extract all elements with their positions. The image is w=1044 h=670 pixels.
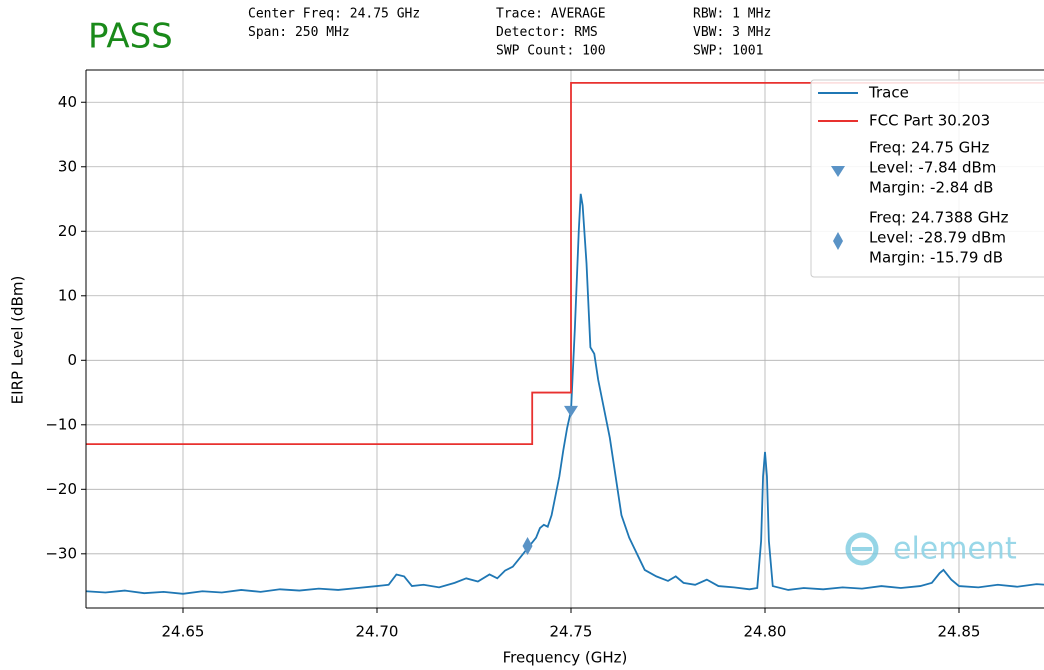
y-tick-label: 0 [67,351,77,369]
y-tick-label: 10 [58,286,77,304]
legend-label: Freq: 24.75 GHz [869,139,990,157]
legend-label: Freq: 24.7388 GHz [869,209,1009,227]
y-tick-label: 30 [58,157,77,175]
info-text: SWP: 1001 [693,44,763,59]
series-line [86,82,1044,446]
legend-label: Trace [868,84,909,102]
info-text: SWP Count: 100 [496,44,606,59]
info-text: Trace: AVERAGE [496,7,606,22]
info-text: RBW: 1 MHz [693,7,771,22]
info-text: VBW: 3 MHz [693,25,771,40]
legend-label: Level: -7.84 dBm [869,159,996,177]
x-tick-label: 24.65 [162,623,205,641]
plot-area: element [86,70,1044,608]
info-text: Center Freq: 24.75 GHz [248,7,420,22]
legend-label: Level: -28.79 dBm [869,229,1006,247]
y-tick-label: 40 [58,93,77,111]
y-tick-label: −30 [45,544,77,562]
x-tick-label: 24.85 [938,623,981,641]
info-text: Detector: RMS [496,25,598,40]
status: PASS [88,17,173,57]
x-tick-label: 24.80 [744,623,787,641]
marker [564,405,578,417]
watermark: element [893,532,1017,567]
legend-label: Margin: -15.79 dB [869,249,1003,267]
marker [522,537,533,556]
legend-label: FCC Part 30.203 [869,112,990,130]
y-tick-label: −10 [45,415,77,433]
info-text: Span: 250 MHz [248,25,350,40]
y-tick-label: 20 [58,222,77,240]
legend: Trace FCC Part 30.203 Freq: 24.75 GHz Level… [810,79,1044,278]
legend-box [810,79,1044,278]
legend-swatch [831,166,845,177]
x-tick-label: 24.75 [550,623,593,641]
x-axis-label: Frequency (GHz) [503,649,628,667]
y-axis-label: EIRP Level (dBm) [9,276,27,405]
legend-label: Margin: -2.84 dB [869,179,993,197]
x-tick-label: 24.70 [356,623,399,641]
watermark-logo [845,532,879,566]
series-line [86,193,1044,595]
legend-swatch [833,232,843,250]
y-tick-label: −20 [45,480,77,498]
